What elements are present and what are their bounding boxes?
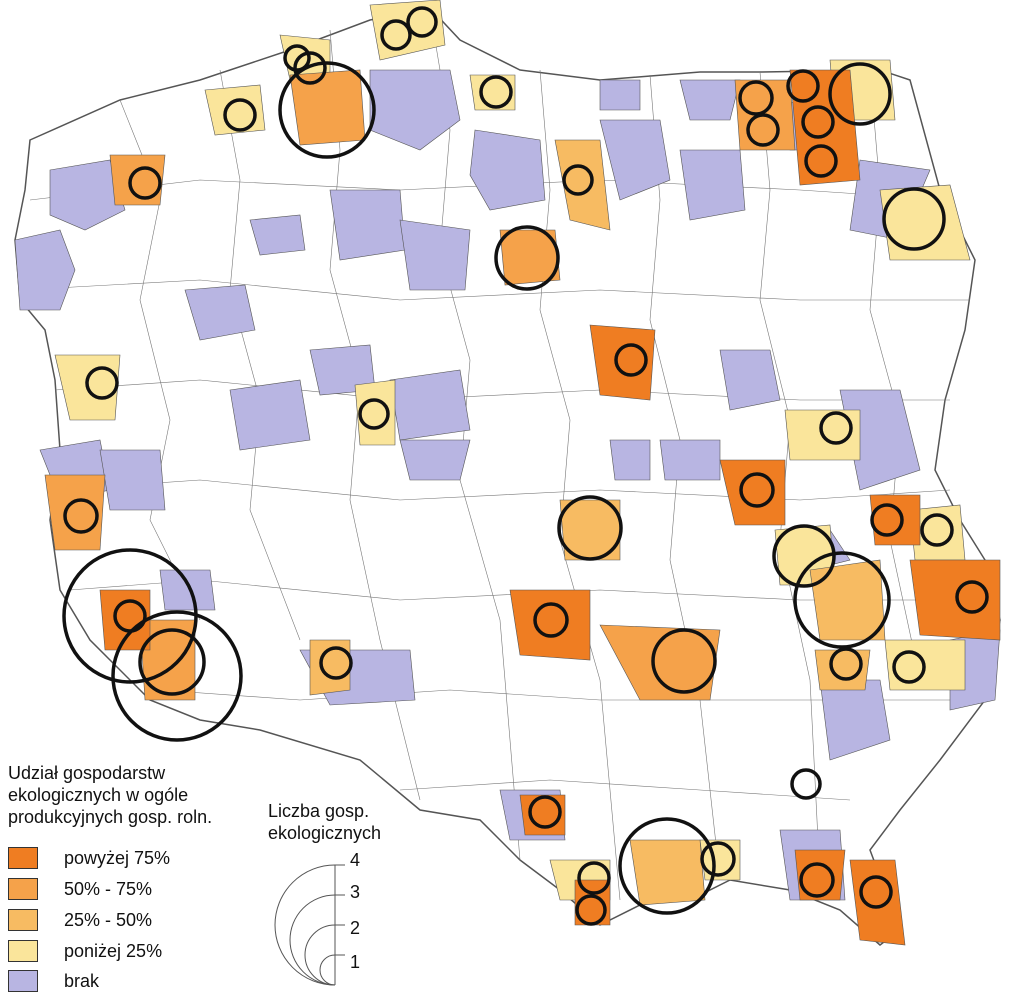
legend-item-25-50: 25% - 50% xyxy=(8,907,152,933)
legend-label: 25% - 50% xyxy=(64,909,153,930)
legend-item-below25: poniżej 25% xyxy=(8,938,162,964)
legend-count-title: Liczba gosp. ekologicznych xyxy=(268,801,382,843)
legend-label: brak xyxy=(64,970,100,991)
legend-label: powyżej 75% xyxy=(64,847,171,868)
regions-25-50 xyxy=(309,139,886,906)
legend-swatch xyxy=(8,909,38,931)
size-legend-symbols xyxy=(274,864,345,986)
legend-item-brak: brak xyxy=(8,968,99,994)
legend-count-1: 1 xyxy=(350,952,361,972)
legend-swatch xyxy=(8,970,38,992)
farm-count-circles xyxy=(62,6,989,926)
legend-count-4: 4 xyxy=(350,850,361,870)
legend-item-50-75: 50% - 75% xyxy=(8,876,152,902)
legend-count-3: 3 xyxy=(350,882,361,902)
legend-item-above75: powyżej 75% xyxy=(8,845,170,871)
legend-swatch xyxy=(8,847,38,869)
legend-swatch xyxy=(8,940,38,962)
legend-label: 50% - 75% xyxy=(64,878,153,899)
legend-count-2: 2 xyxy=(350,918,361,938)
legend-share-title: Udział gospodarstw ekologicznych w ogóle… xyxy=(8,763,213,827)
legend-label: poniżej 25% xyxy=(64,940,163,961)
legend-swatch xyxy=(8,878,38,900)
